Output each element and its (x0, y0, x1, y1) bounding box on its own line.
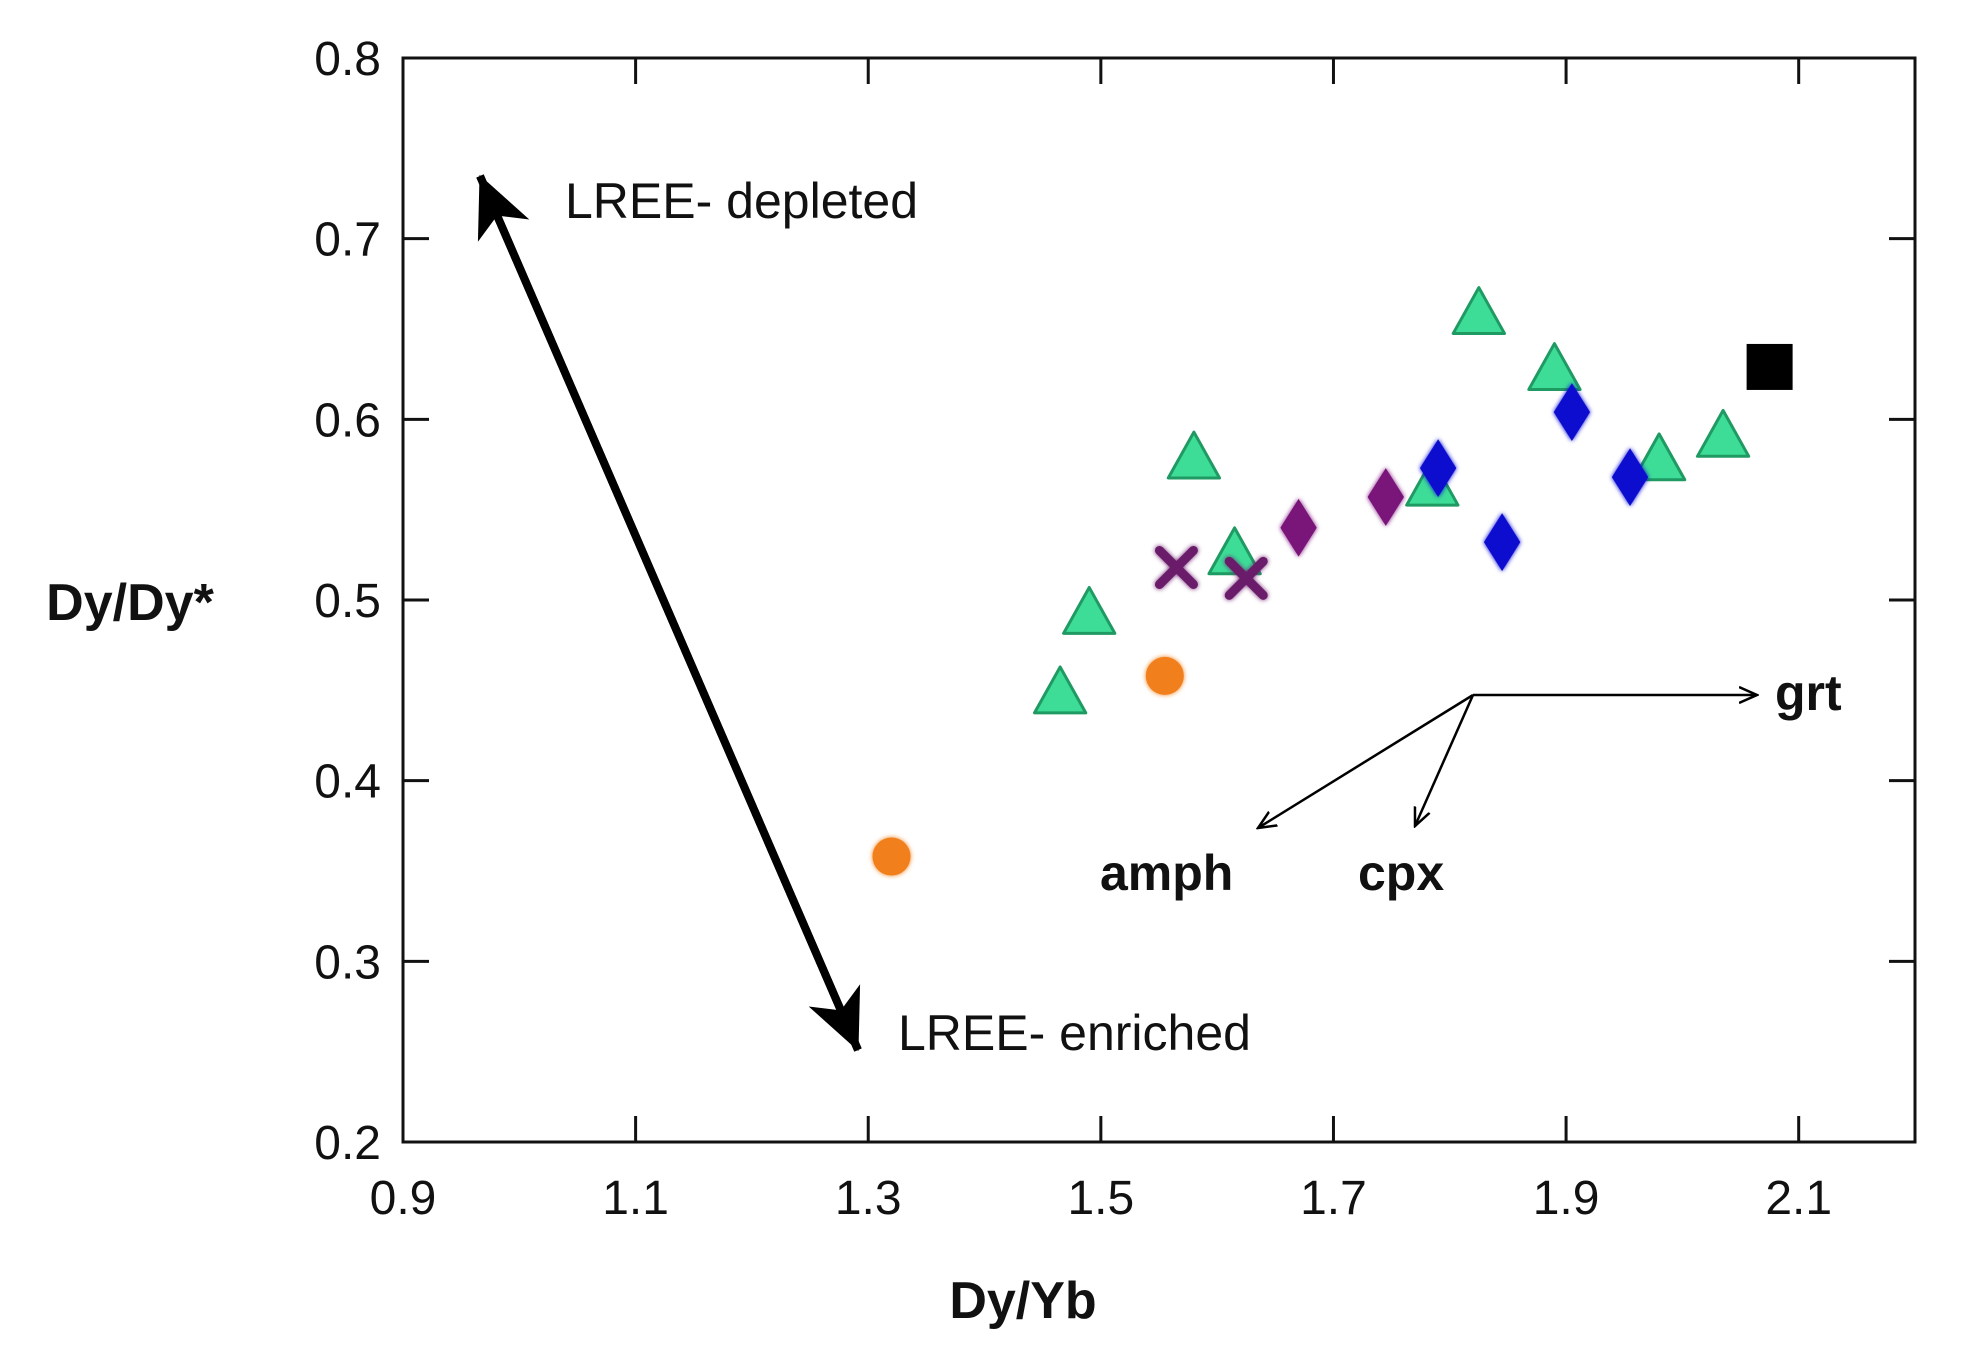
data-point-triangle (1451, 286, 1506, 335)
x-tick-label: 1.9 (1533, 1172, 1600, 1225)
y-tick-label: 0.4 (314, 756, 381, 809)
data-point-cross (1224, 556, 1268, 600)
x-tick-label: 1.5 (1067, 1172, 1134, 1225)
y-tick-label: 0.2 (314, 1117, 381, 1170)
amph-vector (1258, 693, 1474, 828)
data-point-triangle (1631, 432, 1687, 482)
y-tick-label: 0.5 (314, 575, 381, 628)
data-point-circle (1145, 656, 1184, 695)
lree-enriched-label: LREE- enriched (898, 1005, 1251, 1061)
data-point-diamond (1367, 468, 1404, 526)
y-axis-title: Dy/Dy* (46, 574, 214, 632)
data-point-triangle (1527, 342, 1582, 391)
x-tick-label: 1.7 (1300, 1172, 1367, 1225)
annotations (476, 174, 1757, 1060)
lree-double-arrow (610, 760, 855, 1060)
data-point-square (1746, 343, 1793, 390)
data-point-triangle (1032, 665, 1088, 715)
data-point-diamond (1553, 383, 1591, 441)
data-point-diamond (1419, 439, 1457, 497)
data-point-diamond (1280, 498, 1317, 557)
grt-label: grt (1775, 665, 1842, 721)
x-tick-label: 0.9 (370, 1172, 437, 1225)
cpx-vector (1415, 694, 1475, 826)
x-axis-title: Dy/Yb (949, 1272, 1096, 1330)
lree-arrow-down (476, 174, 862, 1052)
data-point-triangle (1695, 408, 1751, 458)
data-point-diamond (1611, 448, 1649, 507)
data-point-triangle (1166, 430, 1222, 480)
data-point-triangle (1207, 526, 1262, 576)
y-tick-label: 0.3 (314, 936, 381, 989)
data-point-cross (1154, 545, 1198, 589)
x-tick-label: 2.1 (1765, 1172, 1832, 1225)
data-point-circle (872, 837, 911, 876)
y-tick-label: 0.7 (314, 214, 381, 267)
x-tick-label: 1.3 (835, 1172, 902, 1225)
axis-ticks: 0.9 1.1 1.3 1.5 1.7 1.9 2.1 0.2 0.3 0.4 0.5 0.6 0.7 0… (314, 33, 1915, 1225)
data-points (872, 286, 1793, 876)
x-tick-label: 1.1 (602, 1172, 669, 1225)
data-point-triangle (1062, 585, 1117, 635)
y-tick-label: 0.8 (314, 33, 381, 86)
cpx-label: cpx (1358, 845, 1444, 901)
lree-depleted-label: LREE- depleted (565, 173, 918, 229)
y-tick-label: 0.6 (314, 394, 381, 447)
amph-label: amph (1100, 845, 1233, 901)
data-point-diamond (1483, 513, 1521, 572)
